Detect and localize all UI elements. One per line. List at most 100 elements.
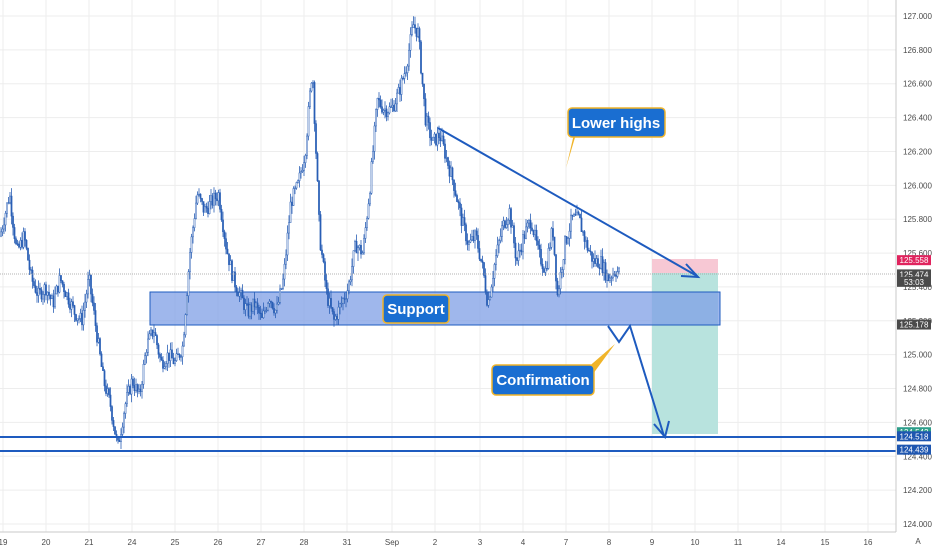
price-tick-label: 127.000 xyxy=(903,12,932,21)
candle-body xyxy=(283,263,286,280)
candle-body xyxy=(433,133,436,138)
candle-body xyxy=(265,309,268,312)
candle-body xyxy=(544,268,547,273)
candle-body xyxy=(198,193,200,196)
candle-body xyxy=(174,360,176,365)
stop-loss-zone xyxy=(652,259,718,273)
candle-body xyxy=(70,301,73,310)
lower-highs-callout[interactable]: Lower highs xyxy=(566,107,666,168)
candle-body xyxy=(358,244,361,249)
candle-body xyxy=(436,132,439,146)
candle-body xyxy=(333,311,335,320)
candle-body xyxy=(102,366,104,371)
candle-body xyxy=(556,280,559,296)
candle-body xyxy=(327,288,329,306)
candle-body xyxy=(262,310,265,318)
candle-body xyxy=(483,262,485,276)
candle-body xyxy=(618,267,620,272)
price-tick-label: 124.800 xyxy=(903,385,932,394)
candle-body xyxy=(397,87,400,94)
time-tick-label: 31 xyxy=(343,538,352,547)
candle-body xyxy=(589,250,592,253)
candle-body xyxy=(120,434,122,443)
candle-body xyxy=(432,136,434,141)
candle-body xyxy=(141,384,143,392)
candle-body xyxy=(126,392,128,404)
candle-body xyxy=(279,288,281,303)
candle-body xyxy=(129,385,131,395)
candle-body xyxy=(510,208,512,228)
candle-body xyxy=(165,363,167,367)
confirmation-callout[interactable]: Confirmation xyxy=(491,344,615,396)
candle-body xyxy=(501,225,503,237)
time-tick-label: 28 xyxy=(300,538,309,547)
candle-body xyxy=(447,157,449,166)
candle-body xyxy=(16,243,19,245)
candle-body xyxy=(151,329,154,337)
candle-body xyxy=(442,135,445,145)
candle-body xyxy=(223,231,226,239)
candle-body xyxy=(460,207,463,226)
time-axis[interactable]: 19 20 21 24 25 26 27 28 31 Sep 2 3 4 7 8 9 10 11 14 15 16 A xyxy=(0,531,932,550)
candle-body xyxy=(220,209,223,221)
candle-body xyxy=(604,262,607,281)
candle-body xyxy=(214,192,217,200)
svg-text:125.558: 125.558 xyxy=(900,256,929,265)
candle-body xyxy=(99,338,101,355)
candle-body xyxy=(202,201,205,213)
candle-body xyxy=(334,316,337,320)
candle-body xyxy=(172,357,175,365)
candle-body xyxy=(379,99,382,107)
candle-body xyxy=(559,272,562,290)
candle-body xyxy=(445,157,448,159)
candle-body xyxy=(208,201,211,214)
candle-body xyxy=(178,354,181,358)
price-tag: 125.178 xyxy=(897,319,931,330)
candle-body xyxy=(469,239,472,243)
candle-body xyxy=(331,307,334,312)
candle-body xyxy=(363,238,365,254)
candle-body xyxy=(67,292,70,305)
candle-body xyxy=(484,275,487,293)
candle-body xyxy=(448,165,451,177)
projection-path[interactable] xyxy=(607,323,665,437)
candle-body xyxy=(18,243,20,248)
candle-body xyxy=(301,170,304,172)
candle-body xyxy=(243,297,245,310)
candle-body xyxy=(396,92,398,105)
candle-body xyxy=(336,316,338,320)
axis-corner-label[interactable]: A xyxy=(915,537,921,546)
candle-body xyxy=(562,259,565,270)
candle-body xyxy=(61,280,64,285)
price-tick-label: 124.000 xyxy=(903,520,932,529)
candle-body xyxy=(451,167,454,181)
candle-body xyxy=(394,103,397,112)
candle-body xyxy=(520,249,523,253)
candle-body xyxy=(561,269,563,273)
price-axis[interactable]: 127.000 126.800 126.600 126.400 126.200 126.0… xyxy=(895,0,932,532)
candle-body xyxy=(10,195,13,217)
candle-body xyxy=(159,354,161,358)
candle-body xyxy=(466,240,469,245)
support-callout[interactable]: Support xyxy=(382,294,450,324)
candle-body xyxy=(15,238,17,244)
candle-body xyxy=(543,268,545,273)
time-tick-label: 24 xyxy=(128,538,137,547)
candle-body xyxy=(412,24,415,28)
candle-body xyxy=(192,227,194,238)
candle-body xyxy=(139,388,142,392)
candle-body xyxy=(31,269,34,282)
candle-body xyxy=(177,353,179,355)
candle-body xyxy=(348,281,350,291)
support-label: Support xyxy=(387,301,445,318)
candle-body xyxy=(34,285,37,293)
candle-body xyxy=(472,236,475,241)
candle-body xyxy=(463,217,466,225)
candle-body xyxy=(505,224,508,228)
candle-body xyxy=(499,236,502,241)
candle-body xyxy=(7,202,10,204)
candle-body xyxy=(304,155,307,163)
candle-body xyxy=(205,206,208,209)
lower-highs-trendline[interactable] xyxy=(437,127,698,277)
